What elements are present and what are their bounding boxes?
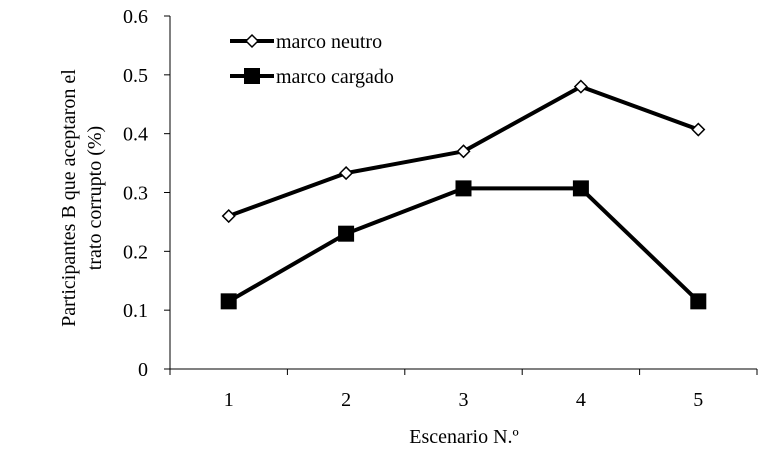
series-marco-cargado [220, 180, 707, 310]
y-axis: 0 0.1 0.2 0.3 0.4 0.5 0.6 [123, 6, 171, 381]
data-point [456, 144, 471, 159]
series-marco-neutro [221, 79, 706, 224]
x-axis-title: Escenario N.º [409, 426, 519, 448]
y-axis-title-line-2: trato corrupto (%) [84, 126, 106, 270]
y-axis-title: Participantes B que aceptaron el trato c… [58, 69, 106, 327]
legend-marker [244, 33, 260, 49]
data-point [338, 225, 355, 242]
x-tick-label: 1 [224, 389, 234, 411]
y-tick-label: 0.1 [123, 300, 148, 322]
x-tick-label: 5 [693, 389, 703, 411]
legend-item: marco cargado [230, 66, 394, 88]
data-point [339, 166, 354, 181]
legend: marco neutro marco cargado [230, 31, 394, 88]
x-axis: 1 2 3 4 5 [169, 368, 758, 411]
legend-label: marco cargado [276, 66, 394, 88]
y-tick-label: 0.4 [123, 124, 148, 146]
data-point [690, 293, 707, 310]
data-point [573, 79, 588, 94]
y-tick-label: 0.6 [123, 6, 148, 28]
y-tick-label: 0.2 [123, 241, 148, 263]
series-layer [220, 79, 707, 310]
legend-item: marco neutro [230, 31, 382, 53]
x-tick-label: 2 [341, 389, 351, 411]
series-line [227, 186, 700, 304]
y-tick-label: 0.3 [123, 183, 148, 205]
legend-label: marco neutro [276, 31, 382, 53]
data-point [691, 122, 706, 137]
y-tick-label: 0 [138, 359, 148, 381]
data-point [572, 180, 589, 197]
y-tick-label: 0.5 [123, 65, 148, 87]
legend-marker [244, 68, 260, 84]
x-tick-label: 4 [576, 389, 586, 411]
data-point [221, 208, 236, 224]
y-axis-title-line-1: Participantes B que aceptaron el [58, 69, 80, 327]
x-tick-label: 3 [459, 389, 469, 411]
data-point [455, 180, 472, 197]
data-point [220, 293, 237, 310]
